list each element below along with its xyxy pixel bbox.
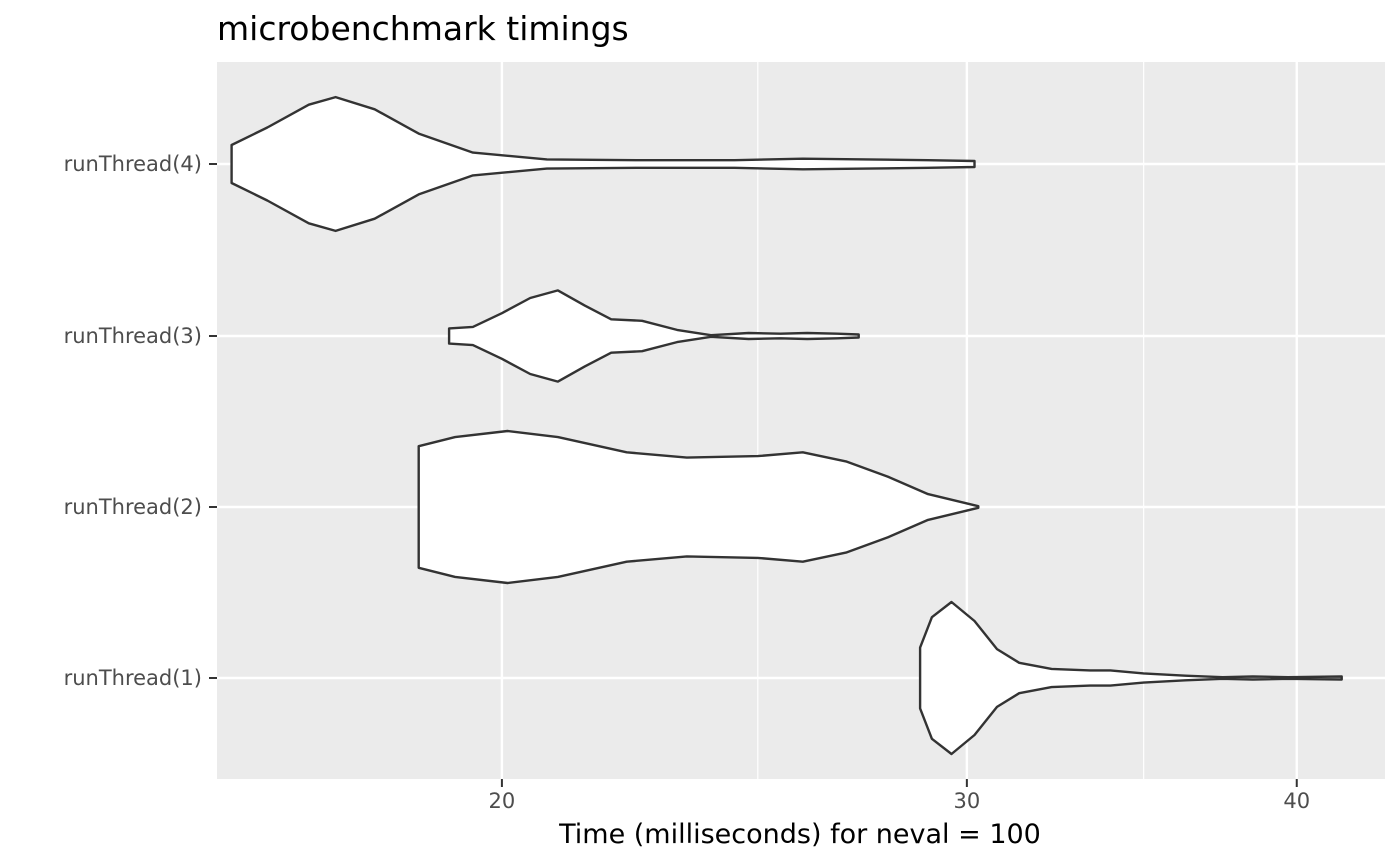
violins (230, 95, 1343, 756)
x-tick-label: 30 (953, 789, 980, 813)
violin-runThread(2) (417, 429, 980, 585)
y-tick-label: runThread(1) (64, 666, 202, 690)
x-axis: 20 30 40 (489, 779, 1310, 813)
y-axis: runThread(1) runThread(2) runThread(3) runT… (64, 152, 217, 690)
violin-runThread(3) (447, 289, 860, 383)
x-axis-label: Time (milliseconds) for neval = 100 (558, 819, 1041, 850)
minor-gridlines (757, 62, 1145, 779)
x-tick-label: 40 (1283, 789, 1310, 813)
x-tick-label: 20 (489, 789, 516, 813)
violin-runThread(1) (918, 600, 1343, 756)
y-tick-label: runThread(2) (64, 495, 202, 519)
violin-runThread(4) (230, 95, 976, 233)
chart-title: microbenchmark timings (217, 9, 629, 48)
y-tick-label: runThread(4) (64, 152, 202, 176)
y-tick-label: runThread(3) (64, 324, 202, 348)
